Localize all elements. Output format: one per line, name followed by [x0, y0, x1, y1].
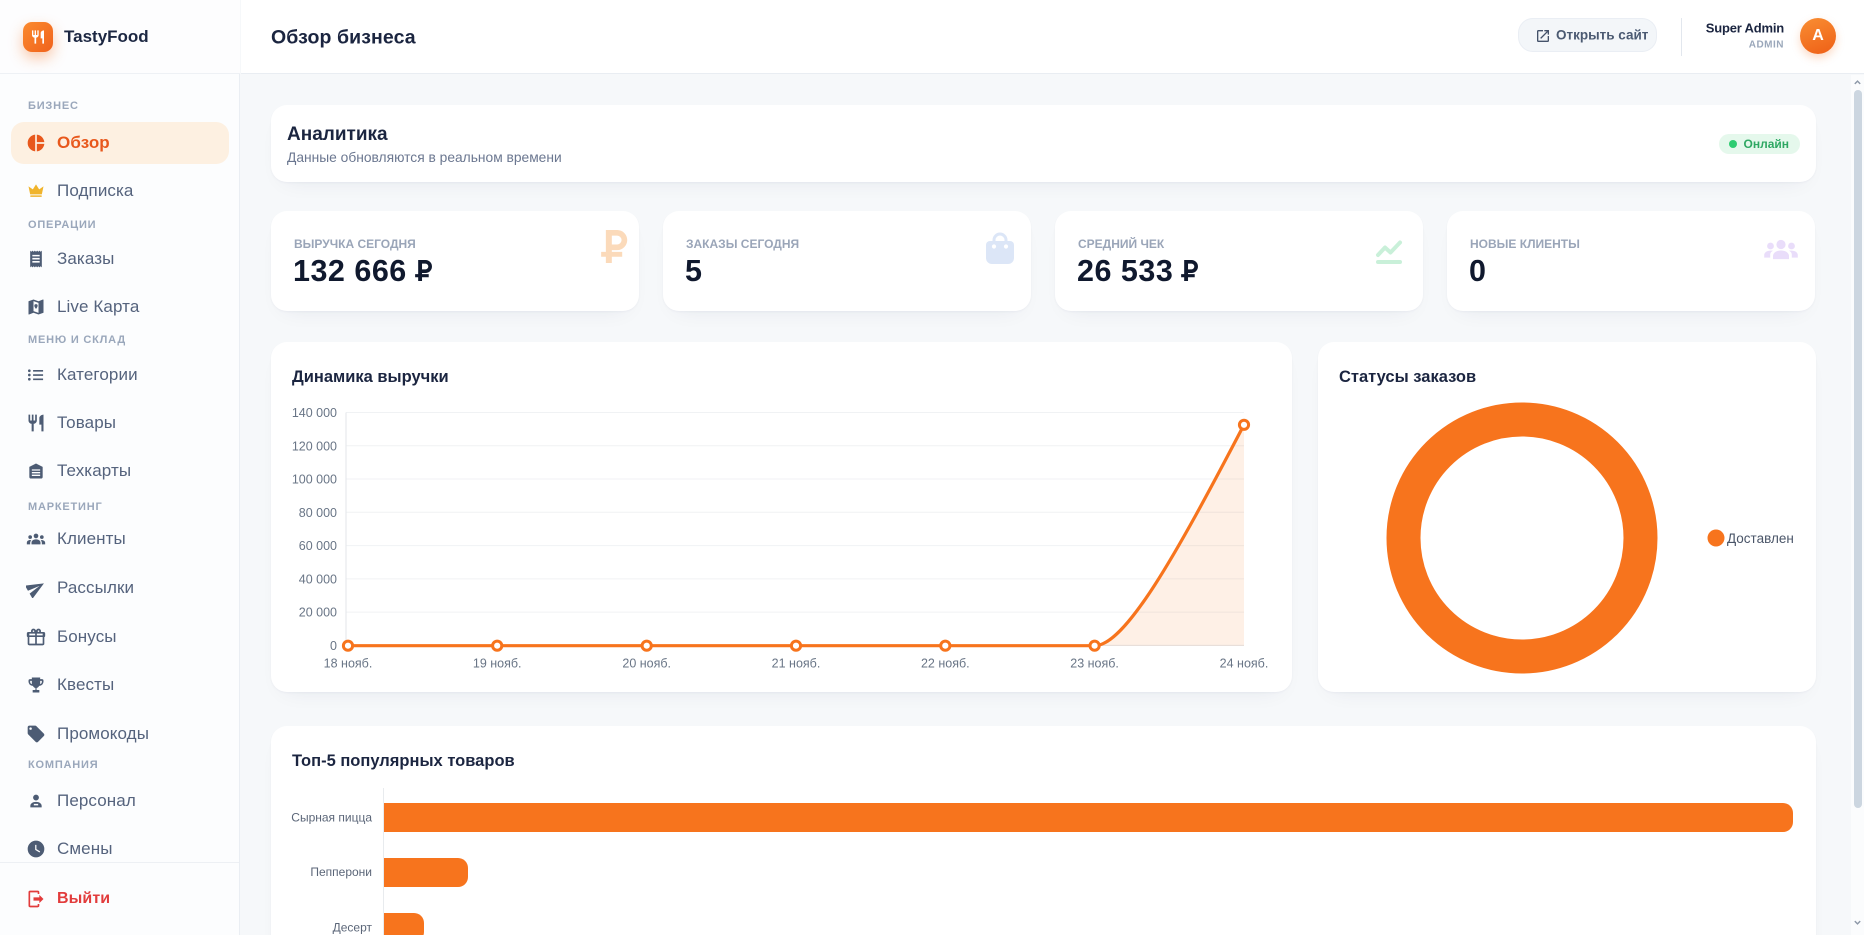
svg-text:120 000: 120 000: [292, 439, 337, 453]
svg-text:23 нояб.: 23 нояб.: [1070, 657, 1119, 671]
svg-text:19 нояб.: 19 нояб.: [473, 657, 522, 671]
svg-text:18 нояб.: 18 нояб.: [324, 657, 373, 671]
svg-text:21 нояб.: 21 нояб.: [772, 657, 821, 671]
svg-text:Сырная пицца: Сырная пицца: [291, 811, 372, 825]
svg-text:Пепперони: Пепперони: [310, 865, 372, 879]
svg-text:20 000: 20 000: [299, 606, 337, 620]
svg-text:20 нояб.: 20 нояб.: [622, 657, 671, 671]
svg-text:80 000: 80 000: [299, 506, 337, 520]
svg-text:Доставлен: Доставлен: [1727, 531, 1794, 546]
svg-text:140 000: 140 000: [292, 406, 337, 420]
svg-text:0: 0: [330, 639, 337, 653]
svg-text:40 000: 40 000: [299, 572, 337, 586]
svg-text:24 нояб.: 24 нояб.: [1220, 657, 1269, 671]
svg-text:Десерт: Десерт: [333, 921, 373, 935]
svg-text:100 000: 100 000: [292, 473, 337, 487]
svg-text:60 000: 60 000: [299, 539, 337, 553]
svg-text:22 нояб.: 22 нояб.: [921, 657, 970, 671]
